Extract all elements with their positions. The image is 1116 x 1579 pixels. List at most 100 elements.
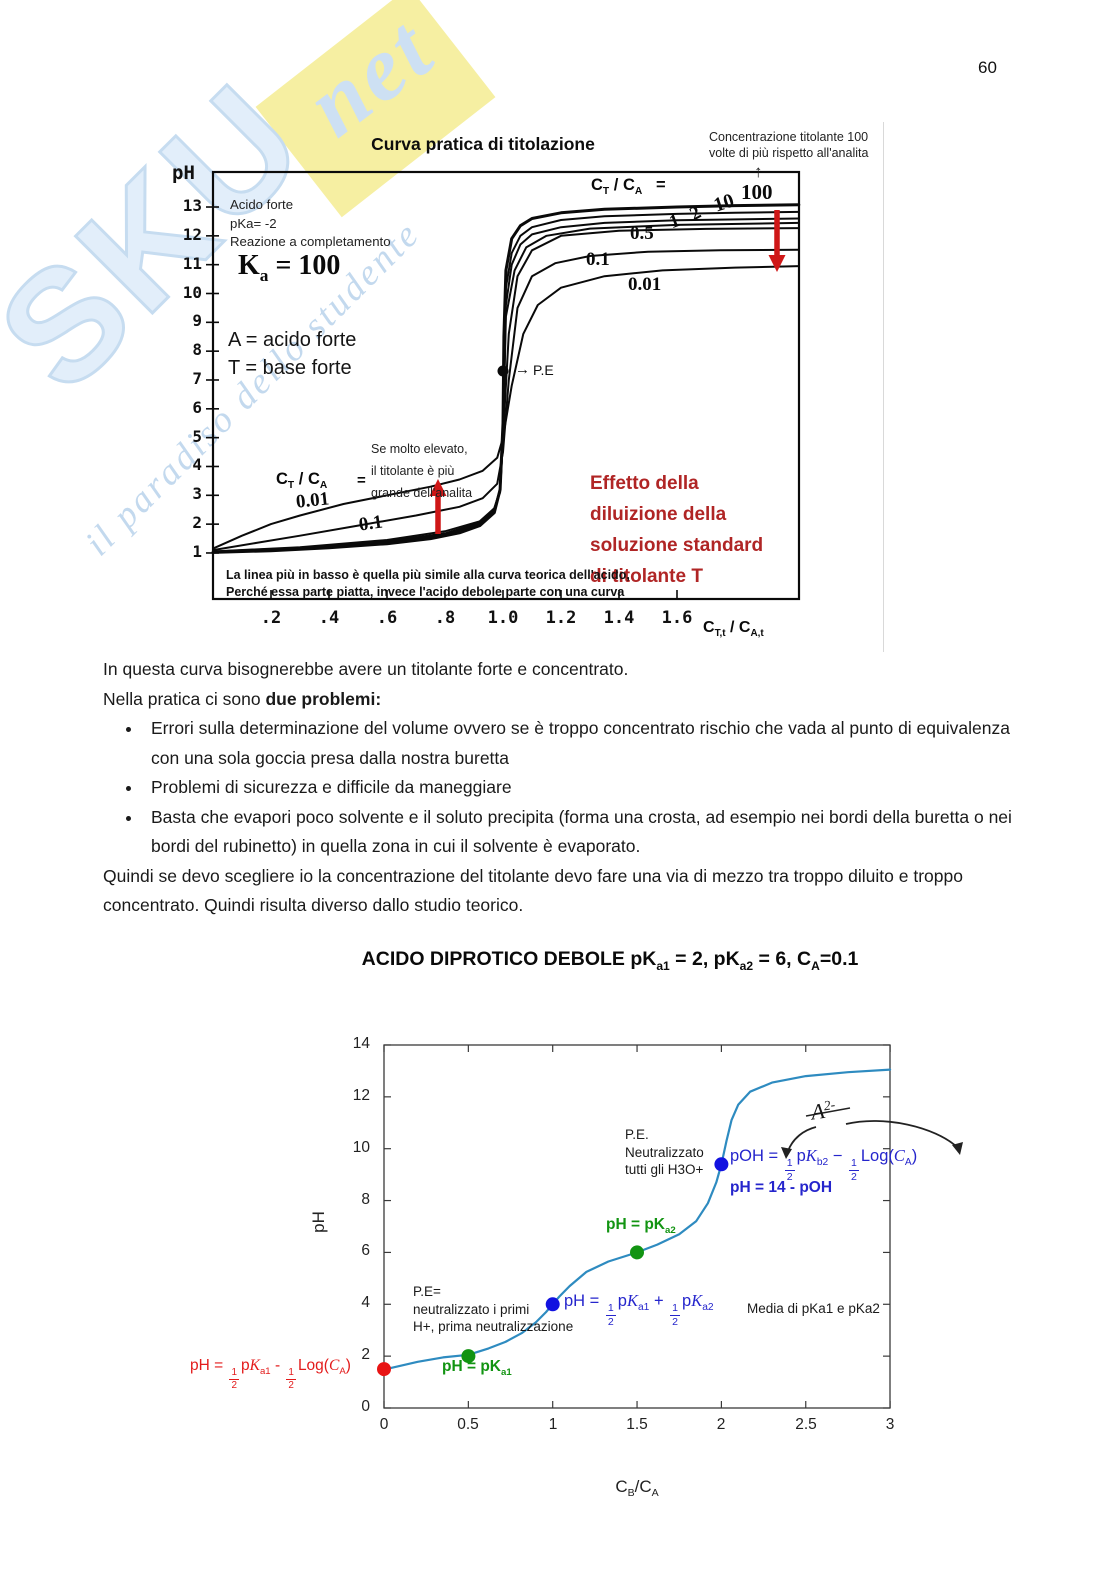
data-point-marker: [545, 1297, 560, 1312]
titration-chart-canvas: [206, 170, 801, 601]
tick-label: 5: [192, 427, 202, 446]
curve: [382, 1068, 892, 1371]
tick-label: .4: [318, 608, 340, 628]
dilution-effect-note: Effetto della diluizione della soluzione…: [590, 473, 764, 587]
tick-label: .8: [434, 608, 456, 628]
plot-box: [211, 170, 801, 601]
red-up-arrow-icon: [429, 479, 447, 534]
data-point-marker: [714, 1157, 729, 1172]
tick-label: 3: [192, 484, 202, 503]
tick-label: 4: [192, 455, 202, 474]
acid-note: Acido forte pKa= -2 Reazione a completam…: [230, 197, 391, 249]
x-tick-labels: 0 0.5 1 1.5 2 2.5 3: [170, 1030, 1010, 1535]
corner-note: Concentrazione titolante 100 volte di pi…: [709, 130, 869, 160]
ph14-equation: pH = 14 - pOH: [730, 1179, 833, 1196]
media-note: Media di pKa1 e pKa2: [747, 1301, 880, 1316]
initial-ph-equation: pH = 1 2 pKa1 - 1 2 Log(CA): [190, 1357, 351, 1392]
data-point-marker: [630, 1245, 644, 1260]
symbol-legend: A = acido forte T = base forte: [228, 329, 357, 379]
curve-label-100: 100: [741, 180, 773, 204]
bottom-line-note: La linea più in basso è quella più simil…: [226, 568, 630, 599]
pka1-label: pH = pKa1: [442, 1358, 512, 1378]
second-equivalence-note: P.E. Neutralizzato tutti gli H3O+: [625, 1127, 704, 1177]
tick-label: 11: [182, 254, 202, 273]
pe-label: P.E: [533, 362, 554, 378]
generated-chart-layer: [377, 1044, 892, 1409]
tick-label: 3: [885, 1416, 895, 1433]
tick-label: 2: [192, 513, 202, 532]
curve: [212, 210, 800, 554]
x-tick-labels: .2 .4 .6 .8 1.0 1.2 1.4 1.6: [158, 122, 883, 652]
tick-label: 12: [352, 1087, 370, 1104]
tick-label: 1.5: [626, 1416, 648, 1433]
ka-value: Ka = 100: [238, 250, 341, 285]
tick-label: 6: [361, 1242, 370, 1259]
mid-ph-equation: pH = 1 2 pKa1 + 1 2 pKa2: [564, 1291, 714, 1329]
tick-label: 10: [182, 283, 202, 302]
paragraph: Quindi se devo scegliere io la concentra…: [103, 865, 963, 916]
data-point-marker: [377, 1362, 391, 1377]
tick-label: 1.0: [487, 608, 519, 628]
bold-phrase: due problemi:: [265, 688, 382, 709]
figure-diprotic-acid-curve: pH 0 2 4 6 8 10 12 14 0 0.5 1 1.5 2 2.5 3 CB/CA P.E. …: [170, 1030, 1010, 1535]
list-item: Basta che evapori poco solvente e il sol…: [143, 803, 1017, 862]
tick-label: 13: [182, 196, 202, 215]
first-equivalence-note: P.E= neutralizzato i primi H+, prima neu…: [413, 1284, 574, 1334]
tick-label: 2: [361, 1346, 370, 1363]
page-number: 60: [978, 58, 997, 77]
bullet-list: Errori sulla determinazione del volume o…: [103, 714, 1017, 862]
tick-label: 1.6: [661, 608, 693, 628]
tick-label: 4: [361, 1294, 370, 1311]
ratio-label-top: CT / CA =: [591, 176, 666, 198]
tick-label: 0: [379, 1416, 389, 1433]
y-tick-labels: 0 2 4 6 8 10 12 14: [170, 1030, 1010, 1535]
tick-label: 7: [192, 369, 202, 388]
curve: [212, 248, 800, 552]
y-tick-labels: 13 12 11 10 9 8 7 6 5 4 3 2 1: [158, 122, 883, 652]
figure-practical-titration-curve: Curva pratica di titolazione Concentrazi…: [158, 122, 884, 652]
data-point-marker: [461, 1349, 476, 1364]
tick-label: .2: [260, 608, 282, 628]
tick-label: 1.4: [603, 608, 635, 628]
tick-label: 0.5: [457, 1416, 479, 1433]
pe-arrow-glyph: →: [515, 361, 530, 378]
lower-curve-label-001: 0.01: [294, 488, 331, 513]
tick-label: 1.2: [545, 608, 577, 628]
tick-label: 12: [182, 225, 202, 244]
hand-drawn-arrows: [781, 1107, 963, 1159]
y-axis-title: pH: [172, 162, 195, 184]
tick-label: 10: [352, 1139, 370, 1156]
tick-label: 0: [361, 1398, 370, 1415]
tick-label: 1: [192, 542, 202, 561]
equivalence-point-dot: [497, 365, 509, 377]
paragraph: Nella pratica ci sono due problemi:: [103, 688, 382, 709]
tick-label: 1: [548, 1416, 558, 1433]
curve: [212, 265, 800, 550]
ratio-label-mid: CT / CA: [276, 470, 328, 492]
x-axis-title: CT,t / CA,t: [703, 619, 764, 639]
tick-label: 8: [192, 340, 202, 359]
ratio-mid-equals: =: [357, 472, 366, 489]
diprotic-chart-canvas: [377, 1044, 963, 1409]
handwritten-A2-annotation: A2-: [809, 1096, 837, 1125]
poh-equation: pOH = 1 2 pKb2 − 1 2 Log(CA): [730, 1146, 918, 1184]
tick-label: 8: [361, 1191, 370, 1208]
tick-label: .6: [376, 608, 398, 628]
curve-label-05: 0.5: [630, 223, 654, 244]
up-arrow-icon: ↑: [754, 162, 763, 181]
paragraph: In questa curva bisognerebbe avere un ti…: [103, 659, 629, 679]
pka2-label: pH = pKa2: [606, 1216, 676, 1236]
red-down-arrow-icon: [768, 210, 786, 272]
tick-label: 2.5: [795, 1416, 817, 1433]
curve-label-001: 0.01: [628, 274, 662, 295]
x-axis-title: CB/CA: [615, 1477, 659, 1500]
diprotic-chart-title: ACIDO DIPROTICO DEBOLE pKa1 = 2, pKa2 = …: [361, 948, 859, 973]
curve-label-01: 0.1: [586, 249, 610, 270]
tick-label: 14: [352, 1035, 370, 1052]
lower-curve-label-01: 0.1: [357, 511, 385, 536]
tick-label: 9: [192, 311, 202, 330]
list-item: Problemi di sicurezza e difficile da man…: [143, 773, 1017, 803]
tick-label: 2: [716, 1416, 726, 1433]
body-text: In questa curva bisognerebbe avere un ti…: [103, 655, 1017, 921]
